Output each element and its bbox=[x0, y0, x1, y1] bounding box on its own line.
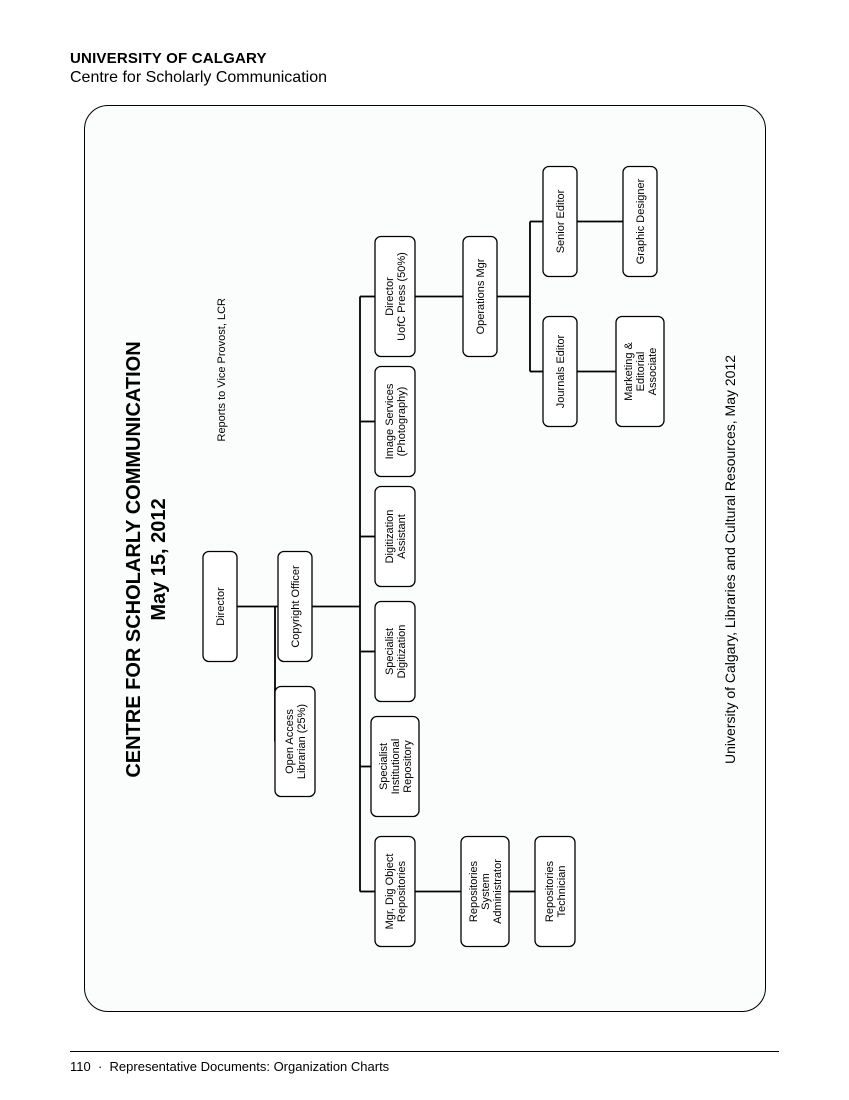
svg-text:Institutional: Institutional bbox=[390, 738, 402, 794]
svg-text:Digitization: Digitization bbox=[384, 509, 396, 563]
svg-text:Repositories: Repositories bbox=[544, 860, 556, 922]
footer-label: Representative Documents: Organization C… bbox=[110, 1059, 390, 1074]
svg-text:Mgr, Dig Object: Mgr, Dig Object bbox=[384, 853, 396, 929]
svg-text:Associate: Associate bbox=[647, 347, 659, 395]
svg-text:Open Access: Open Access bbox=[284, 708, 296, 773]
svg-text:Assistant: Assistant bbox=[396, 514, 408, 559]
svg-text:CENTRE FOR SCHOLARLY COMMUNICA: CENTRE FOR SCHOLARLY COMMUNICATION bbox=[123, 341, 145, 777]
svg-text:Administrator: Administrator bbox=[492, 858, 504, 923]
svg-text:Repository: Repository bbox=[402, 739, 414, 792]
page: UNIVERSITY OF CALGARY Centre for Scholar… bbox=[0, 0, 849, 1100]
org-node-graphic_des: Graphic Designer bbox=[623, 166, 657, 276]
footer-separator: · bbox=[98, 1059, 102, 1074]
org-node-open_access: Open AccessLibrarian (25%) bbox=[275, 686, 315, 796]
svg-text:Marketing &: Marketing & bbox=[623, 341, 635, 400]
org-node-mgr_dor: Mgr, Dig ObjectRepositories bbox=[375, 836, 415, 946]
svg-text:Journals Editor: Journals Editor bbox=[555, 334, 567, 408]
svg-text:Editorial: Editorial bbox=[635, 351, 647, 391]
org-node-director: Director bbox=[203, 551, 237, 661]
org-node-repo_tech: RepositoriesTechnician bbox=[535, 836, 575, 946]
org-node-journals_ed: Journals Editor bbox=[543, 316, 577, 426]
svg-text:Senior Editor: Senior Editor bbox=[555, 189, 567, 253]
org-node-spec_ir: SpecialistInstitutionalRepository bbox=[371, 716, 419, 816]
org-node-digi_asst: DigitizationAssistant bbox=[375, 486, 415, 586]
svg-text:Graphic Designer: Graphic Designer bbox=[635, 178, 647, 264]
svg-text:Director: Director bbox=[384, 276, 396, 315]
header-university: UNIVERSITY OF CALGARY bbox=[70, 50, 779, 67]
svg-text:Librarian (25%): Librarian (25%) bbox=[296, 703, 308, 778]
svg-text:Repositories: Repositories bbox=[396, 860, 408, 922]
svg-text:UofC Press (50%): UofC Press (50%) bbox=[396, 252, 408, 341]
svg-text:University of Calgary, Librari: University of Calgary, Libraries and Cul… bbox=[722, 354, 738, 763]
org-node-ops_mgr: Operations Mgr bbox=[463, 236, 497, 356]
org-node-mkt_assoc: Marketing &EditorialAssociate bbox=[616, 316, 664, 426]
page-header: UNIVERSITY OF CALGARY Centre for Scholar… bbox=[70, 50, 779, 87]
svg-text:Repositories: Repositories bbox=[468, 860, 480, 922]
header-centre: Centre for Scholarly Communication bbox=[70, 69, 779, 87]
svg-text:Specialist: Specialist bbox=[384, 627, 396, 674]
svg-text:Reports to Vice Provost, LCR: Reports to Vice Provost, LCR bbox=[216, 297, 228, 441]
org-node-copyright: Copyright Officer bbox=[278, 551, 312, 661]
org-node-senior_ed: Senior Editor bbox=[543, 166, 577, 276]
org-node-dir_press: DirectorUofC Press (50%) bbox=[375, 236, 415, 356]
svg-text:(Photography): (Photography) bbox=[396, 386, 408, 456]
svg-text:Technician: Technician bbox=[556, 865, 568, 917]
org-chart-frame: CENTRE FOR SCHOLARLY COMMUNICATIONMay 15… bbox=[84, 105, 766, 1012]
svg-text:Digitization: Digitization bbox=[396, 624, 408, 678]
footer-page-number: 110 bbox=[70, 1059, 91, 1074]
svg-text:Director: Director bbox=[215, 586, 227, 625]
svg-text:Image Services: Image Services bbox=[384, 383, 396, 459]
svg-text:System: System bbox=[480, 873, 492, 910]
svg-text:Specialist: Specialist bbox=[378, 742, 390, 789]
footer-text: 110 · Representative Documents: Organiza… bbox=[70, 1059, 389, 1074]
org-chart-rotated-canvas: CENTRE FOR SCHOLARLY COMMUNICATIONMay 15… bbox=[85, 106, 765, 1011]
svg-text:Copyright Officer: Copyright Officer bbox=[290, 564, 302, 647]
footer-rule bbox=[70, 1051, 779, 1052]
org-node-img_svc: Image Services(Photography) bbox=[375, 366, 415, 476]
svg-text:May 15, 2012: May 15, 2012 bbox=[148, 498, 170, 620]
org-node-repo_admin: RepositoriesSystemAdministrator bbox=[461, 836, 509, 946]
org-node-spec_digi: SpecialistDigitization bbox=[375, 601, 415, 701]
org-chart-svg: CENTRE FOR SCHOLARLY COMMUNICATIONMay 15… bbox=[85, 106, 765, 1011]
svg-text:Operations Mgr: Operations Mgr bbox=[475, 258, 487, 334]
